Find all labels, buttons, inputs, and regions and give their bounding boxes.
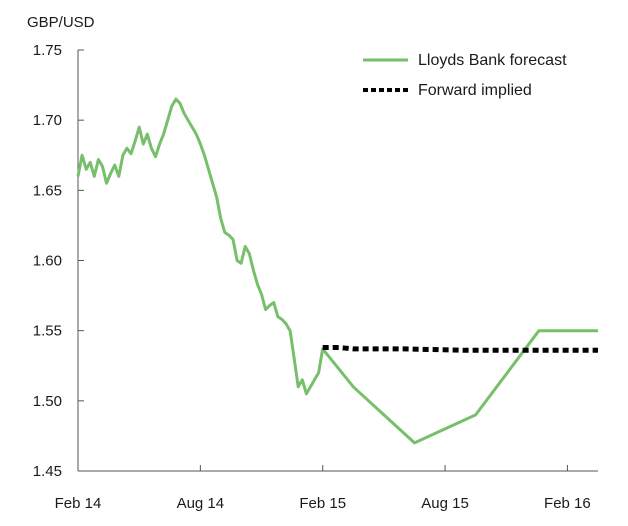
x-tick-label: Aug 14	[177, 495, 225, 512]
lloyds-forecast-line	[76, 97, 598, 445]
y-axis: 1.75 1.70 1.65 1.60 1.55 1.50 1.45	[33, 42, 84, 480]
x-tick-label: Feb 16	[544, 495, 591, 512]
y-tick-label: 1.60	[33, 253, 62, 270]
y-axis-title: GBP/USD	[27, 14, 95, 31]
y-tick-label: 1.65	[33, 182, 62, 199]
series-layer	[76, 97, 598, 445]
legend-label-forward: Forward implied	[418, 82, 532, 99]
x-tick-label: Feb 14	[55, 495, 102, 512]
y-tick-label: 1.50	[33, 393, 62, 410]
x-tick-label: Aug 15	[421, 495, 469, 512]
legend: Lloyds Bank forecast Forward implied	[363, 52, 567, 99]
y-tick-label: 1.75	[33, 42, 62, 59]
y-tick-label: 1.45	[33, 463, 62, 480]
legend-label-forecast: Lloyds Bank forecast	[418, 52, 567, 69]
x-tick-label: Feb 15	[299, 495, 346, 512]
y-tick-label: 1.70	[33, 112, 62, 129]
y-tick-label: 1.55	[33, 323, 62, 340]
x-axis: Feb 14 Aug 14 Feb 15 Aug 15 Feb 16	[55, 465, 598, 512]
forward-implied-line	[322, 345, 598, 353]
